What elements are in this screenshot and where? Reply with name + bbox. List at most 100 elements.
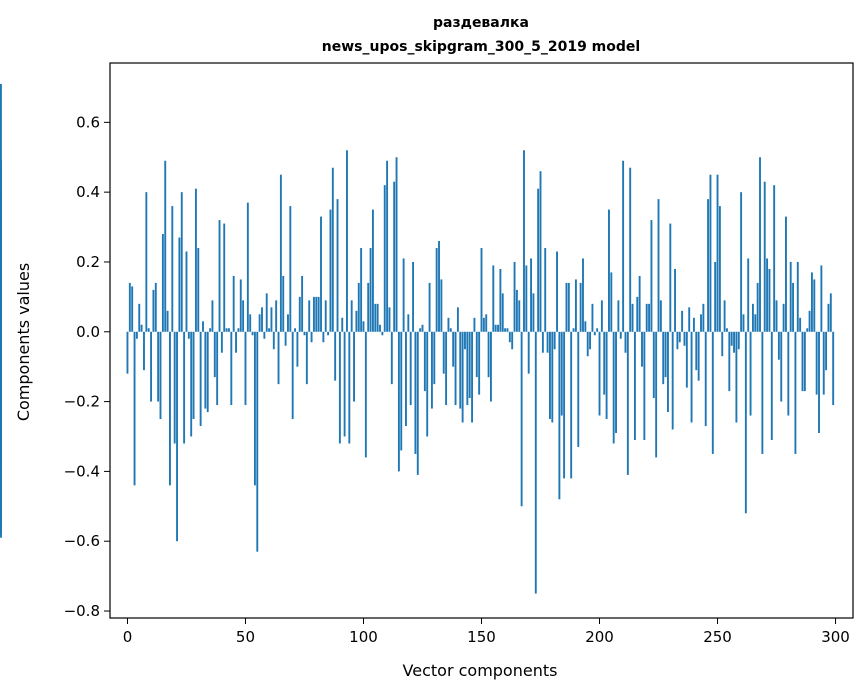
bar [216, 331, 219, 406]
bar [822, 331, 825, 395]
bar [322, 331, 325, 343]
bar [395, 157, 398, 332]
y-axis-label: Components values [14, 263, 33, 421]
bar [367, 282, 370, 332]
bar [787, 331, 790, 416]
bar [239, 279, 242, 332]
bar [740, 192, 743, 332]
bar [617, 300, 620, 332]
bar [766, 258, 769, 332]
bar [140, 324, 143, 332]
bar [145, 192, 148, 332]
bar [718, 206, 721, 332]
bar [681, 310, 684, 332]
x-tick-label: 250 [703, 628, 732, 646]
bar [237, 328, 240, 332]
bar [579, 282, 582, 332]
bar [813, 279, 816, 332]
bar [662, 331, 665, 385]
bar [733, 331, 735, 353]
bar [560, 331, 563, 416]
bar [808, 310, 811, 332]
bar [464, 331, 466, 350]
bar [176, 331, 178, 542]
bar [173, 331, 176, 444]
bar [360, 248, 363, 332]
bar [794, 331, 797, 454]
x-axis-label: Vector components [403, 661, 558, 680]
bar [289, 206, 292, 332]
bar [530, 258, 533, 332]
bar [598, 331, 601, 416]
bar [279, 174, 282, 332]
bar [287, 314, 289, 332]
bar [386, 160, 389, 332]
bar [735, 331, 738, 423]
bar [228, 328, 230, 332]
x-tick-label: 0 [123, 628, 133, 646]
bar [577, 331, 580, 447]
bar [419, 328, 422, 332]
bar [825, 331, 828, 371]
bar [440, 279, 443, 332]
bar [348, 331, 351, 444]
bar [312, 296, 315, 332]
bar [334, 331, 337, 381]
bar [475, 331, 478, 378]
bar [135, 331, 138, 339]
bar [133, 331, 136, 486]
bar [815, 331, 818, 395]
bar [612, 331, 615, 444]
bar [789, 261, 792, 332]
bar [688, 307, 691, 332]
bar [157, 331, 160, 402]
bar [376, 303, 379, 332]
bar [412, 261, 414, 332]
bar [268, 328, 271, 332]
y-tick-label: 0.4 [76, 183, 100, 201]
bar [796, 261, 799, 332]
bar [445, 331, 448, 406]
bar [324, 300, 327, 332]
bar [161, 234, 164, 332]
bar [346, 150, 348, 332]
bar [393, 181, 396, 332]
bar [608, 209, 610, 332]
x-axis-ticks: 0 50 100 150 200 250 300 [123, 618, 850, 646]
bar [452, 331, 455, 367]
bar [379, 324, 381, 332]
bar [409, 331, 412, 406]
bar [558, 331, 561, 500]
bar [249, 314, 252, 332]
bar [631, 303, 634, 332]
y-tick-label: −0.8 [64, 602, 100, 620]
bar [829, 293, 832, 332]
bar [362, 321, 365, 332]
bar [480, 248, 483, 332]
bar [773, 185, 776, 332]
bar [482, 317, 485, 332]
bar [544, 248, 547, 332]
bar [310, 331, 313, 343]
bar [803, 331, 806, 392]
bar [567, 282, 570, 332]
bar [501, 293, 504, 332]
bar [204, 331, 207, 409]
bar [192, 331, 195, 420]
bar [433, 331, 436, 385]
bar [596, 328, 599, 332]
bar [582, 258, 584, 332]
bar [218, 220, 221, 332]
bar [454, 331, 457, 406]
bar [600, 300, 603, 332]
x-tick-label: 150 [467, 628, 496, 646]
y-tick-label: 0.6 [76, 113, 100, 131]
bar [461, 331, 464, 423]
bar [549, 331, 551, 420]
bar [350, 300, 353, 332]
bar [416, 331, 419, 475]
bar [744, 331, 747, 514]
x-tick-label: 100 [349, 628, 378, 646]
bar [405, 331, 407, 427]
bar [532, 293, 535, 332]
